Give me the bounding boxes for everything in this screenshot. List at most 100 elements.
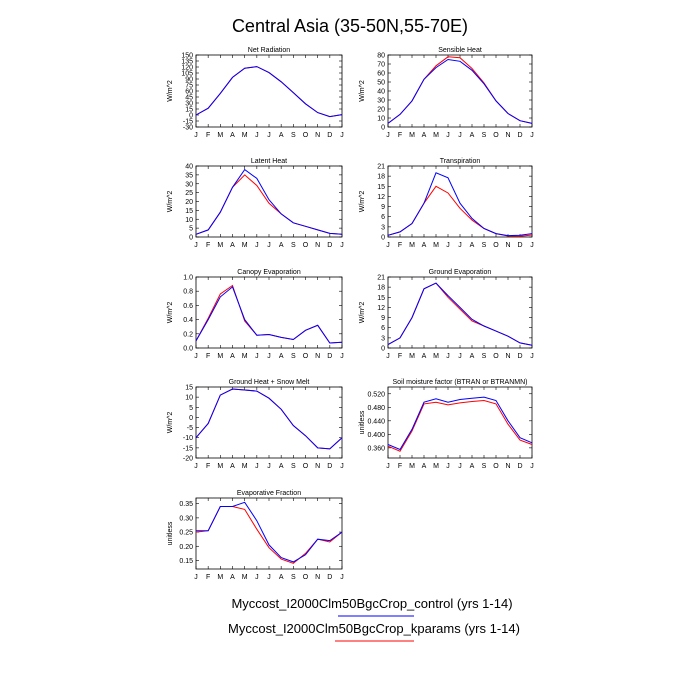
plot-frame (195, 54, 343, 128)
x-tick-label: D (327, 242, 332, 249)
x-tick-label: A (422, 242, 427, 249)
y-tick-label: 10 (377, 116, 385, 123)
y-axis-label: W/m^2 (167, 191, 174, 213)
panel-title: Latent Heat (251, 158, 287, 165)
y-tick-label: 0.8 (183, 289, 193, 296)
y-axis-label: W/m^2 (167, 80, 174, 102)
x-tick-label: J (267, 353, 271, 360)
series-line-control (387, 58, 533, 124)
x-tick-label: M (242, 132, 248, 139)
y-tick-label: 30 (185, 101, 193, 108)
y-tick-label: 0.6 (183, 303, 193, 310)
x-tick-label: N (315, 353, 320, 360)
y-tick-label: 0 (189, 415, 193, 422)
y-tick-label: 20 (185, 199, 193, 206)
y-tick-label: 0.520 (367, 391, 385, 398)
y-tick-label: 120 (181, 65, 193, 72)
y-tick-label: 40 (185, 164, 193, 171)
x-tick-label: J (340, 463, 344, 470)
x-tick-label: M (433, 132, 439, 139)
x-tick-label: F (206, 574, 210, 581)
x-tick-label: J (446, 353, 450, 360)
x-tick-label: F (398, 242, 402, 249)
x-tick-label: J (530, 132, 534, 139)
y-tick-label: 50 (377, 80, 385, 87)
legend-label-control: Myccost_I2000Clm50BgcCrop_control (yrs 1… (231, 596, 512, 611)
y-tick-label: 10 (185, 217, 193, 224)
series-line-control (387, 282, 533, 346)
plot-frame (195, 165, 343, 238)
x-tick-label: F (398, 353, 402, 360)
series-line-kparams (387, 185, 533, 237)
x-tick-label: F (206, 132, 210, 139)
x-tick-label: J (340, 353, 344, 360)
series-line-kparams (195, 174, 343, 235)
x-tick-label: D (327, 463, 332, 470)
x-tick-label: O (303, 132, 309, 139)
x-tick-label: M (217, 353, 223, 360)
x-tick-label: M (433, 242, 439, 249)
y-tick-label: 90 (185, 77, 193, 84)
y-tick-label: 9 (381, 204, 385, 211)
x-tick-label: J (267, 132, 271, 139)
y-tick-label: 0.30 (179, 515, 193, 522)
x-tick-label: M (409, 463, 415, 470)
y-tick-label: -20 (183, 456, 193, 463)
x-tick-label: M (409, 242, 415, 249)
main-title: Central Asia (35-50N,55-70E) (232, 16, 468, 36)
x-tick-label: S (482, 132, 487, 139)
x-tick-label: A (230, 574, 235, 581)
x-tick-label: A (470, 132, 475, 139)
x-tick-label: J (458, 353, 462, 360)
y-tick-label: -30 (183, 125, 193, 132)
x-tick-label: F (206, 353, 210, 360)
x-tick-label: M (433, 353, 439, 360)
y-tick-label: 25 (185, 190, 193, 197)
series-line-kparams (387, 399, 533, 452)
panel-title: Net Radiation (248, 47, 291, 54)
x-tick-label: F (398, 463, 402, 470)
x-tick-label: D (517, 132, 522, 139)
x-tick-label: M (217, 132, 223, 139)
x-tick-label: S (291, 463, 296, 470)
x-tick-label: S (291, 242, 296, 249)
x-tick-label: M (433, 463, 439, 470)
x-tick-label: J (194, 242, 198, 249)
y-tick-label: 60 (185, 89, 193, 96)
y-tick-label: 10 (185, 395, 193, 402)
x-tick-label: A (470, 463, 475, 470)
x-tick-label: J (340, 132, 344, 139)
series-line-control (195, 66, 343, 118)
series-line-control (195, 286, 343, 344)
y-tick-label: 45 (185, 95, 193, 102)
y-tick-label: -15 (183, 445, 193, 452)
x-tick-label: D (517, 353, 522, 360)
x-tick-label: N (315, 242, 320, 249)
y-axis-label: W/m^2 (167, 302, 174, 324)
x-tick-label: A (470, 242, 475, 249)
y-tick-label: 12 (377, 194, 385, 201)
x-tick-label: N (315, 574, 320, 581)
y-tick-label: 0.0 (183, 346, 193, 353)
x-tick-label: A (230, 463, 235, 470)
y-axis-label: W/m^2 (167, 412, 174, 434)
x-tick-label: A (422, 353, 427, 360)
x-tick-label: F (206, 242, 210, 249)
x-tick-label: A (279, 132, 284, 139)
panel-title: Ground Heat + Snow Melt (229, 379, 310, 386)
x-tick-label: S (291, 132, 296, 139)
x-tick-label: M (409, 132, 415, 139)
x-tick-label: J (194, 132, 198, 139)
x-tick-label: J (340, 242, 344, 249)
x-tick-label: A (230, 132, 235, 139)
y-tick-label: 21 (377, 164, 385, 171)
x-tick-label: J (530, 463, 534, 470)
y-tick-label: 0.20 (179, 544, 193, 551)
x-tick-label: O (303, 574, 309, 581)
plot-frame (387, 386, 533, 459)
y-tick-label: -5 (187, 425, 193, 432)
